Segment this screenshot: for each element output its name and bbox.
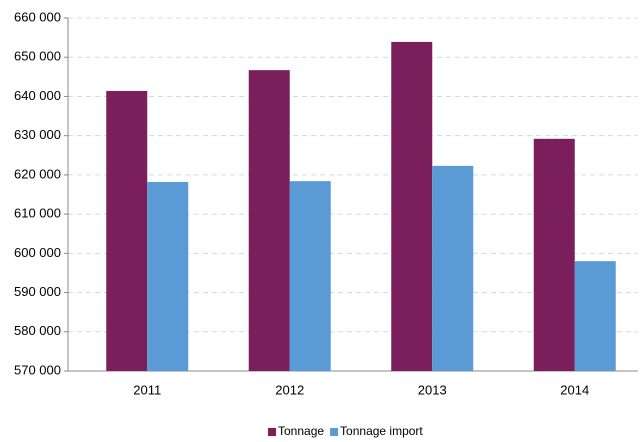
y-tick-label: 640 000 bbox=[14, 88, 61, 103]
y-tick-label: 600 000 bbox=[14, 245, 61, 260]
y-tick-label: 620 000 bbox=[14, 166, 61, 181]
bar bbox=[289, 181, 331, 371]
y-tick-label: 570 000 bbox=[14, 362, 61, 377]
bar bbox=[432, 165, 474, 371]
y-tick-label: 610 000 bbox=[14, 206, 61, 221]
bar bbox=[147, 181, 189, 371]
legend-label: Tonnage import bbox=[340, 424, 423, 438]
x-tick-label: 2011 bbox=[133, 382, 161, 397]
legend-swatch bbox=[268, 428, 276, 436]
bar bbox=[391, 41, 433, 371]
bar bbox=[533, 138, 575, 371]
bar bbox=[574, 261, 616, 371]
y-tick-label: 650 000 bbox=[14, 49, 61, 64]
y-tick-label: 630 000 bbox=[14, 127, 61, 142]
x-tick-label: 2012 bbox=[275, 382, 304, 397]
y-tick-label: 580 000 bbox=[14, 323, 61, 338]
legend-label: Tonnage bbox=[278, 424, 324, 438]
x-tick-label: 2014 bbox=[560, 382, 589, 397]
x-tick-label: 2013 bbox=[418, 382, 447, 397]
bar bbox=[106, 90, 148, 371]
y-tick-label: 590 000 bbox=[14, 284, 61, 299]
bar bbox=[248, 70, 290, 371]
legend-swatch bbox=[330, 428, 339, 436]
y-tick-label: 660 000 bbox=[14, 9, 61, 24]
